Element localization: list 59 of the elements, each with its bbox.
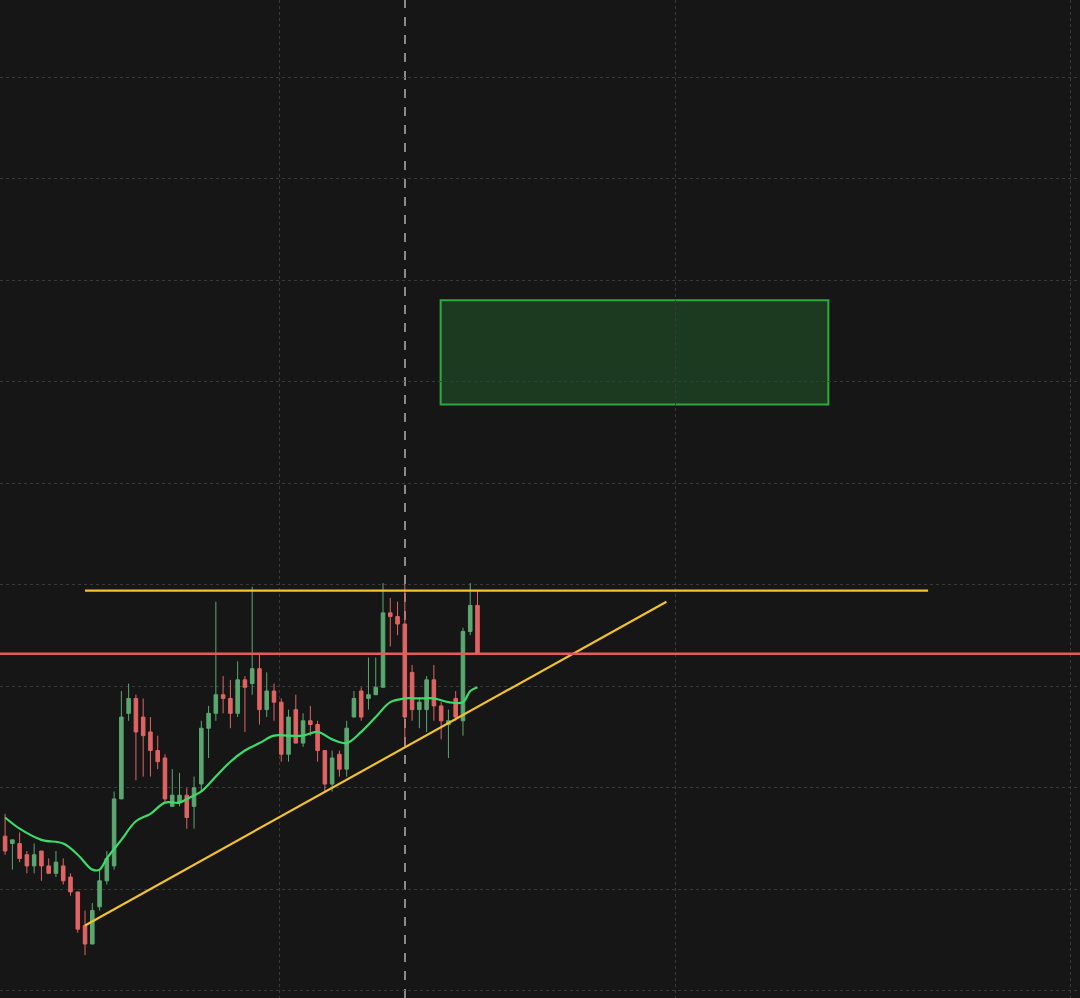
candlestick <box>351 690 357 718</box>
candlestick <box>228 679 233 729</box>
candlestick <box>31 843 37 874</box>
candlestick <box>249 586 255 696</box>
candlestick <box>431 664 437 722</box>
candlestick <box>242 675 248 733</box>
candlestick <box>395 601 400 636</box>
candlestick <box>199 720 204 792</box>
candlestick <box>39 850 44 882</box>
candlestick <box>344 720 349 778</box>
candlestick <box>286 709 291 763</box>
candlestick <box>278 697 284 763</box>
candlestick <box>453 690 458 722</box>
candlestick <box>2 813 8 856</box>
candlestick <box>329 750 335 792</box>
candlestick <box>220 675 226 714</box>
candlestick <box>358 686 364 722</box>
candlestick <box>75 891 81 934</box>
candlestick <box>119 690 124 800</box>
candlestick <box>293 694 299 744</box>
candlestick <box>235 660 240 718</box>
candlestick <box>271 683 277 722</box>
candlestick <box>373 657 379 696</box>
candlestick <box>300 712 306 748</box>
candlestick <box>191 776 197 830</box>
candlestick <box>213 601 219 722</box>
candlestick <box>417 697 422 729</box>
candlestick <box>46 857 51 874</box>
candlestick <box>184 787 190 830</box>
candlestick <box>68 872 73 897</box>
candlestick <box>97 869 102 912</box>
candlestick <box>133 694 139 781</box>
candlestick <box>60 857 66 886</box>
candlestick <box>104 850 110 886</box>
candlestick <box>424 675 429 733</box>
candlestick <box>10 839 15 871</box>
candlestick <box>308 705 313 737</box>
candlestick <box>24 850 30 874</box>
candlestick <box>17 831 22 863</box>
candlestick <box>111 790 117 871</box>
candlestick <box>90 902 95 945</box>
candlestick <box>467 582 473 636</box>
candlestick <box>388 597 393 647</box>
candlestick <box>148 716 153 778</box>
candlestick <box>155 735 160 770</box>
candlestick <box>264 671 270 718</box>
candlestick <box>162 753 168 804</box>
candlestick <box>438 701 444 740</box>
candlestick <box>140 697 146 778</box>
candlestick <box>366 657 371 711</box>
candlestick <box>126 683 131 722</box>
candlestick <box>409 664 415 722</box>
candlestick <box>206 705 211 759</box>
candlestick <box>322 750 328 792</box>
candlestick <box>53 850 59 878</box>
candlestick <box>82 910 88 956</box>
candlestick <box>315 720 320 763</box>
candlestick <box>337 750 342 778</box>
candlestick <box>380 582 386 688</box>
